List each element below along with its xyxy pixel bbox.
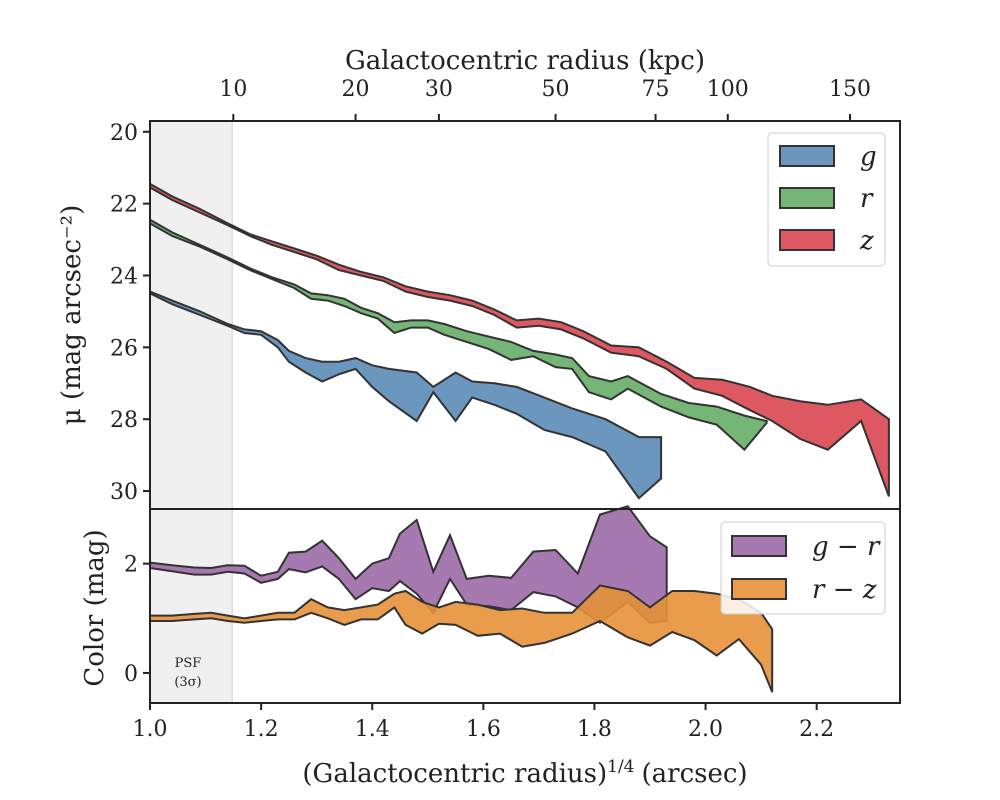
legend-label-gr: g − r [812, 532, 881, 562]
top-ytick-label: 26 [110, 336, 138, 361]
psf-shaded-region-bottom [150, 509, 233, 703]
legend-swatch-gr [731, 535, 787, 557]
band-r [149, 218, 768, 452]
legend-label-z: z [859, 226, 874, 256]
bottom-xtick-label: 2.0 [688, 717, 723, 742]
top-y-ticks: 20 22 24 26 28 30 [110, 121, 150, 505]
legend-swatch-rz [731, 578, 787, 600]
bottom-ytick-label: 2 [124, 553, 138, 578]
x-axis-title-superscript: 1/4 [607, 757, 634, 777]
bottom-panel-frame [149, 508, 901, 704]
legend-swatch-g [779, 145, 835, 167]
top-xtick-label: 50 [542, 77, 570, 102]
bottom-xtick-label: 1.8 [577, 717, 612, 742]
x-axis-title-unit: (arcsec) [642, 759, 748, 789]
bottom-xtick-label: 1.4 [355, 717, 390, 742]
x-axis-title-main: (Galactocentric radius) [302, 759, 607, 789]
top-x-ticks: 10 20 30 50 75 100 150 [219, 77, 871, 121]
top-x-axis-title: Galactocentric radius (kpc) [345, 46, 705, 76]
bottom-xtick-label: 1.0 [133, 717, 168, 742]
bottom-ytick-label: 0 [124, 662, 138, 687]
psf-annotation-line1: PSF [175, 656, 202, 671]
top-ytick-label: 24 [110, 264, 138, 289]
band-g [149, 290, 663, 500]
color-series [149, 505, 774, 693]
psf-shade-top [150, 121, 233, 509]
bottom-y-axis-title: Color (mag) [80, 529, 110, 686]
band-z [149, 182, 890, 497]
surface-brightness-series [149, 182, 890, 500]
top-xtick-label: 100 [707, 77, 749, 102]
top-legend: grz [767, 132, 886, 267]
legend-label-r: r [860, 184, 874, 214]
top-xtick-label: 20 [342, 77, 370, 102]
psf-annotation-line2: (3σ) [174, 675, 201, 690]
bottom-x-ticks: 1.0 1.2 1.4 1.6 1.8 2.0 2.2 [133, 703, 834, 742]
bottom-xtick-label: 1.2 [244, 717, 279, 742]
top-ytick-label: 20 [110, 121, 138, 146]
bottom-xtick-label: 2.2 [799, 717, 834, 742]
psf-shade-bottom [150, 509, 233, 703]
bottom-legend: g − r r − z [720, 521, 886, 615]
legend-swatch-z [779, 229, 835, 251]
legend-label-g: g [860, 142, 877, 172]
top-panel: 20 22 24 26 28 30 10 20 30 50 75 100 150 Galactocen… [57, 46, 901, 510]
top-ytick-label: 22 [110, 193, 138, 218]
psf-shaded-region-top [150, 121, 233, 509]
top-xtick-label: 10 [219, 77, 247, 102]
legend-swatch-r [779, 187, 835, 209]
top-y-axis-title: μ (mag arcsec⁻²) [57, 205, 87, 425]
band-rz [149, 584, 774, 693]
top-xtick-label: 75 [642, 77, 670, 102]
bottom-x-axis-title: (Galactocentric radius)1/4 (arcsec) [302, 757, 747, 789]
top-xtick-label: 150 [829, 77, 871, 102]
bottom-panel: 02 1.0 1.2 1.4 1.6 1.8 2.0 2.2 Color (mag) (Ga… [80, 505, 901, 789]
top-ytick-label: 30 [110, 480, 138, 505]
bottom-y-ticks: 02 [124, 553, 150, 687]
top-xtick-label: 30 [425, 77, 453, 102]
legend-label-rz: r − z [812, 575, 877, 605]
bottom-xtick-label: 1.6 [466, 717, 501, 742]
top-ytick-label: 28 [110, 408, 138, 433]
